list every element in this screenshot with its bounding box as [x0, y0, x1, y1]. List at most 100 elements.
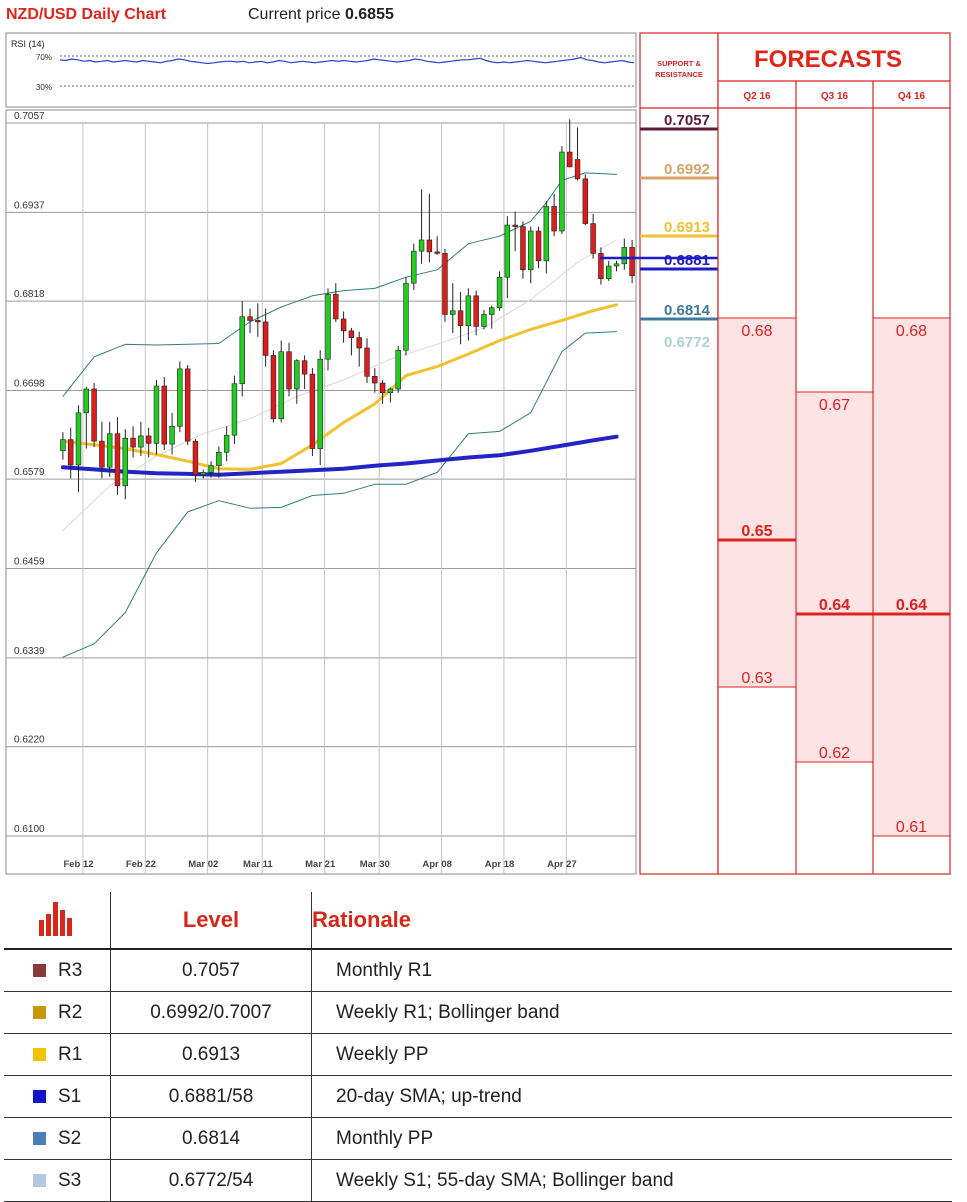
candle	[60, 432, 66, 460]
candle-body	[177, 368, 183, 427]
candle-body	[356, 337, 362, 349]
color-swatch	[33, 1131, 46, 1145]
candle	[403, 277, 409, 356]
x-tick-label: Feb 22	[126, 859, 156, 870]
candle	[450, 283, 456, 334]
candle	[574, 127, 581, 181]
candle-body	[372, 376, 378, 384]
candle-body	[621, 247, 628, 265]
bb-lower-line	[62, 331, 617, 658]
candle-body	[605, 265, 612, 280]
candle-body	[528, 230, 534, 271]
y-tick-label: 0.7057	[14, 111, 45, 122]
candle-body	[418, 239, 425, 252]
rsi-70-label: 70%	[36, 53, 52, 62]
candle-body	[590, 223, 596, 254]
forecast-range	[874, 318, 949, 836]
candle-body	[91, 388, 97, 442]
sr-heading-line1: SUPPORT &	[657, 59, 701, 68]
candle	[598, 247, 604, 285]
candle	[395, 345, 401, 393]
row-rationale: 20-day SMA; up-trend	[311, 1075, 952, 1118]
level-header: Level	[110, 892, 312, 950]
candle-body	[216, 452, 222, 467]
candle-body	[473, 295, 479, 327]
candle-body	[567, 151, 573, 168]
forecast-high-value: 0.67	[819, 397, 850, 414]
table-row: S3 0.6772/54 Weekly S1; 55-day SMA; Boll…	[4, 1159, 952, 1202]
color-swatch	[33, 1089, 46, 1103]
candle-body	[629, 247, 635, 277]
forecast-quarter-label: Q2 16	[743, 91, 771, 102]
candle	[379, 380, 386, 404]
row-name: R1	[58, 1043, 83, 1065]
candle	[83, 386, 90, 449]
price-label: Current price	[248, 6, 341, 23]
candle-body	[403, 282, 409, 351]
table-row: S2 0.6814 Monthly PP	[4, 1117, 952, 1160]
forecast-quarter-label: Q4 16	[898, 91, 926, 102]
candle	[75, 405, 82, 492]
candle	[255, 303, 261, 337]
forecast-low-value: 0.63	[741, 670, 772, 687]
candle-body	[333, 294, 339, 320]
y-tick-label: 0.6937	[14, 200, 45, 211]
x-tick-label: Mar 30	[360, 859, 390, 870]
sr-heading-line2: RESISTANCE	[655, 70, 703, 79]
row-name: S3	[58, 1169, 82, 1191]
candle-body	[395, 349, 401, 390]
candle	[262, 308, 269, 367]
x-tick-label: Mar 02	[188, 859, 218, 870]
candle-body	[379, 382, 386, 394]
candle-body	[99, 440, 105, 468]
candle-body	[481, 314, 487, 327]
levels-table: Level Rationale R3 0.7057 Monthly R1 R2 …	[4, 892, 952, 1202]
row-rationale: Weekly PP	[311, 1033, 952, 1076]
candle	[309, 368, 316, 457]
candle-body	[239, 316, 245, 385]
candle	[325, 288, 331, 371]
row-rationale: Monthly R1	[311, 949, 952, 992]
candle	[629, 239, 635, 284]
candle	[278, 340, 284, 423]
candle	[613, 260, 620, 272]
candle	[208, 461, 214, 478]
candle	[114, 417, 121, 495]
candle-body	[465, 295, 472, 326]
row-name: R3	[58, 959, 83, 981]
chart-area: RSI (14) 70% 30% 0.7057 0.6937 0.6818 0.669…	[5, 32, 951, 875]
candle-body	[145, 435, 152, 444]
candle-body	[504, 224, 511, 278]
candle-body	[450, 310, 456, 315]
sr-level-value: 0.6913	[664, 219, 710, 236]
candle	[559, 146, 565, 235]
rsi-30-label: 30%	[36, 83, 52, 92]
forecast-low-value: 0.61	[896, 819, 927, 836]
candle-body	[543, 206, 550, 262]
candle	[184, 365, 191, 445]
candle-body	[426, 239, 433, 253]
y-tick-label: 0.6220	[14, 735, 45, 746]
candle-body	[442, 253, 448, 315]
candle	[106, 421, 113, 477]
row-level: 0.6992/0.7007	[110, 991, 312, 1034]
table-body: R3 0.7057 Monthly R1 R2 0.6992/0.7007 We…	[4, 949, 952, 1202]
forecast-column: Q2 16 0.68 0.65 0.63	[718, 91, 796, 688]
rsi-line	[59, 56, 635, 65]
candle-body	[512, 224, 518, 227]
candle-body	[613, 263, 620, 267]
candle	[520, 221, 526, 279]
table-row: R3 0.7057 Monthly R1	[4, 949, 952, 992]
sr-level: 0.6992	[640, 161, 718, 180]
candle	[434, 236, 440, 255]
y-tick-label: 0.6100	[14, 824, 45, 835]
candle-body	[520, 226, 526, 271]
row-name: S1	[58, 1085, 82, 1107]
candle	[239, 301, 245, 397]
row-rationale: Monthly PP	[311, 1117, 952, 1160]
y-tick-label: 0.6459	[14, 557, 45, 568]
bar-chart-icon	[39, 902, 72, 936]
forecast-column: Q4 16 0.68 0.64 0.61	[873, 91, 950, 837]
current-price: Current price 0.6855	[248, 6, 394, 24]
candle	[216, 446, 222, 478]
